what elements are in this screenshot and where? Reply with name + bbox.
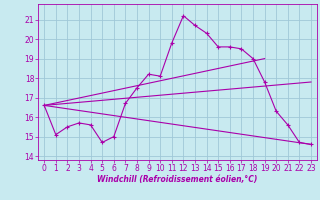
X-axis label: Windchill (Refroidissement éolien,°C): Windchill (Refroidissement éolien,°C) xyxy=(97,175,258,184)
